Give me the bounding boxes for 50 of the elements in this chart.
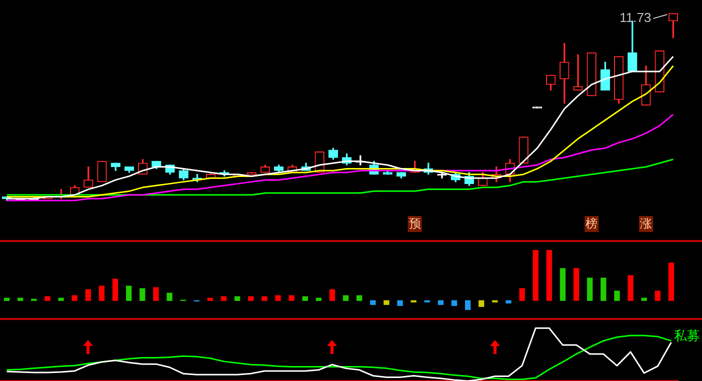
- bar: [112, 278, 118, 301]
- bar: [275, 295, 281, 301]
- bar: [153, 287, 159, 301]
- bar: [546, 250, 552, 301]
- bar: [4, 298, 10, 301]
- text: 榜: [586, 216, 598, 230]
- bar: [438, 300, 444, 305]
- bar: [342, 295, 349, 301]
- bar: [397, 300, 403, 306]
- annotation: 11.73: [620, 10, 652, 26]
- bar: [248, 296, 254, 301]
- bar: [58, 298, 64, 301]
- bar: [98, 286, 105, 301]
- bar: [573, 268, 580, 301]
- bar: [384, 300, 390, 305]
- bar: [478, 300, 484, 307]
- bar: [44, 296, 50, 301]
- candlestick: [573, 54, 583, 90]
- bar: [316, 298, 322, 301]
- bar: [72, 295, 78, 301]
- bar: [628, 275, 634, 301]
- bar: [207, 298, 214, 301]
- bar: [166, 292, 172, 301]
- bar: [356, 295, 362, 301]
- bar: [464, 300, 471, 310]
- bar: [302, 296, 308, 301]
- bar: [329, 289, 336, 301]
- bar: [220, 296, 227, 301]
- bar: [262, 296, 268, 301]
- bar: [560, 268, 566, 301]
- bar: [519, 288, 525, 301]
- bar: [288, 295, 294, 301]
- bar: [668, 262, 674, 301]
- bar: [600, 278, 606, 301]
- bar: [532, 250, 538, 301]
- bar: [85, 289, 91, 301]
- bar: [614, 290, 620, 301]
- bar: [451, 300, 458, 306]
- bar: [140, 288, 146, 301]
- series-label: 私募: [674, 328, 700, 343]
- bar: [370, 300, 376, 305]
- bar: [18, 298, 24, 301]
- bar: [654, 290, 660, 301]
- text: 预: [408, 216, 421, 230]
- bar: [506, 300, 512, 304]
- bar: [641, 298, 647, 301]
- text: 涨: [640, 216, 652, 230]
- bar: [587, 278, 593, 301]
- bar: [234, 296, 240, 301]
- bar: [126, 286, 132, 301]
